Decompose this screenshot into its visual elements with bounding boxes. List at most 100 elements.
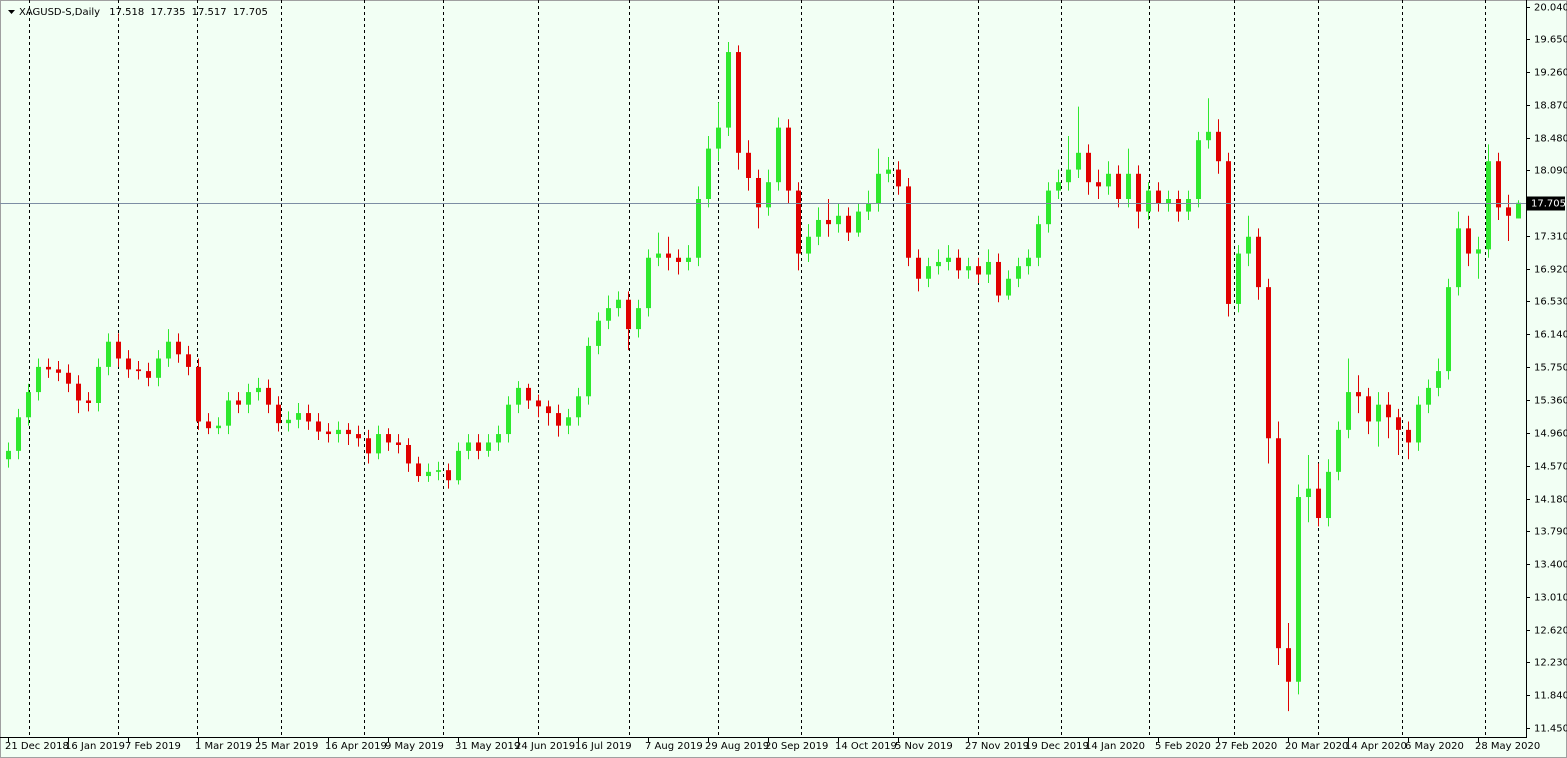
candle-body	[986, 261, 991, 275]
x-tick-label: 25 Mar 2019	[255, 741, 318, 752]
candle-body	[156, 358, 161, 378]
candle-body	[266, 387, 271, 405]
candle-body	[826, 219, 831, 225]
y-tick-label: 14.960	[1534, 429, 1567, 440]
last-high: 17.735	[150, 7, 185, 18]
candle-body	[586, 345, 591, 397]
candle-body	[1236, 253, 1241, 304]
candle-body	[1066, 169, 1071, 183]
candle-body	[1206, 131, 1211, 141]
candle-body	[756, 177, 761, 208]
candle-body	[946, 257, 951, 262]
candle-body	[186, 354, 191, 367]
last-close: 17.705	[233, 7, 268, 18]
last-low: 17.517	[192, 7, 227, 18]
candle-body	[536, 400, 541, 407]
candle-body	[1326, 471, 1331, 519]
candle-body	[1256, 236, 1261, 288]
candle-body	[106, 341, 111, 367]
candle-body	[46, 366, 51, 370]
candle-body	[956, 257, 961, 271]
candle-body	[456, 450, 461, 481]
y-tick-label: 14.180	[1534, 495, 1567, 506]
candle-body	[1416, 404, 1421, 443]
candle-body	[966, 266, 971, 271]
candle-body	[1466, 228, 1471, 254]
candle-body	[376, 434, 381, 454]
candle-body	[56, 369, 61, 373]
price-label: 17.705	[1531, 199, 1566, 210]
candle-body	[866, 203, 871, 212]
candle-body	[996, 261, 1001, 296]
candle-body	[696, 198, 701, 258]
x-tick-label: 7 Aug 2019	[645, 741, 703, 752]
x-tick-label: 20 Mar 2020	[1285, 741, 1348, 752]
candle-body	[936, 261, 941, 267]
candle-body	[1006, 278, 1011, 296]
candle-body	[656, 253, 661, 258]
x-tick-label: 27 Nov 2019	[965, 741, 1029, 752]
menu-triangle[interactable]	[8, 10, 15, 14]
y-tick-label: 19.650	[1534, 35, 1567, 46]
candle-body	[1366, 396, 1371, 422]
candle-body	[36, 366, 41, 393]
candle-body	[446, 470, 451, 481]
candle-body	[166, 341, 171, 359]
candle-body	[366, 438, 371, 454]
candle-body	[146, 371, 151, 378]
candle-body	[246, 392, 251, 405]
candle-body	[1336, 429, 1341, 472]
candle-body	[836, 215, 841, 225]
candle-body	[916, 257, 921, 279]
candle-body	[286, 419, 291, 424]
x-tick-label: 24 Jun 2019	[515, 741, 575, 752]
candle-body	[1046, 190, 1051, 225]
candle-body	[86, 400, 91, 404]
candle-body	[326, 431, 331, 435]
candle-body	[1446, 287, 1451, 372]
candle-body	[496, 434, 501, 443]
candle-body	[1196, 140, 1201, 199]
candle-body	[1086, 152, 1091, 183]
y-tick-label: 11.840	[1534, 691, 1567, 702]
candle-body	[1356, 392, 1361, 397]
candle-body	[1076, 152, 1081, 170]
candle-body	[1106, 173, 1111, 187]
candle-body	[206, 421, 211, 429]
x-tick-label: 29 Aug 2019	[705, 741, 769, 752]
candle-body	[1386, 404, 1391, 418]
candle-body	[1426, 387, 1431, 405]
candle-body	[626, 299, 631, 330]
x-tick-label: 19 Dec 2019	[1025, 741, 1089, 752]
y-tick-label: 18.480	[1534, 134, 1567, 145]
candle-body	[26, 392, 31, 418]
candle-body	[96, 366, 101, 404]
candle-body	[116, 341, 121, 359]
candle-body	[346, 429, 351, 435]
candle-body	[896, 169, 901, 187]
candle-body	[776, 127, 781, 183]
candle-body	[1186, 198, 1191, 212]
last-open: 17.518	[109, 7, 144, 18]
candle-body	[646, 257, 651, 309]
candle-body	[1116, 173, 1121, 199]
candle-body	[1016, 266, 1021, 279]
x-tick-label: 31 May 2019	[455, 741, 520, 752]
chart-title: XAGUSD-S,Daily 17.518 17.735 17.517 17.7…	[19, 7, 268, 18]
candle-body	[296, 413, 301, 420]
candle-body	[1456, 228, 1461, 288]
candle-body	[276, 404, 281, 424]
candle-body	[1056, 182, 1061, 191]
candle-body	[136, 369, 141, 372]
candle-body	[846, 215, 851, 233]
candle-body	[1166, 198, 1171, 204]
y-tick-label: 13.790	[1534, 527, 1567, 538]
candle-body	[506, 404, 511, 435]
candle-body	[636, 308, 641, 330]
candle-body	[1296, 497, 1301, 682]
candle-body	[1396, 417, 1401, 430]
candle-body	[546, 406, 551, 414]
y-tick-label: 12.620	[1534, 626, 1567, 637]
candle-body	[1276, 438, 1281, 649]
x-tick-label: 14 Oct 2019	[835, 741, 897, 752]
